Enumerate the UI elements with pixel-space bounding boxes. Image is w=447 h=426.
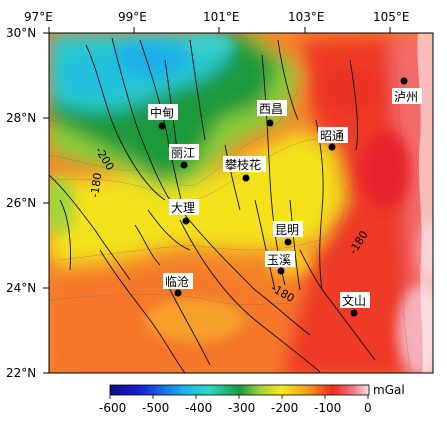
city-label: 泸州 xyxy=(394,90,418,104)
city-label: 玉溪 xyxy=(267,253,291,267)
colorbar-tick: -100 xyxy=(314,401,341,415)
city-luzhou: 泸州 xyxy=(392,77,422,104)
city-dot xyxy=(328,143,336,151)
city-xichang: 西昌 xyxy=(257,100,287,127)
city-yuxi: 玉溪 xyxy=(265,251,295,275)
city-wenshan: 文山 xyxy=(340,292,370,317)
colorbar-tick: -200 xyxy=(271,401,298,415)
city-dali: 大理 xyxy=(169,199,199,225)
city-dot xyxy=(158,122,166,130)
city-label: 文山 xyxy=(342,293,366,308)
city-markers: 中甸 丽江 大理 临沧 攀枝花 西昌 昭 xyxy=(148,77,422,317)
city-panzhihua: 攀枝花 xyxy=(223,156,266,182)
city-zhaotong: 昭通 xyxy=(318,127,348,151)
city-dot xyxy=(182,217,190,225)
city-label: 昆明 xyxy=(275,223,299,237)
colorbar-tick: 0 xyxy=(364,401,372,415)
lon-label: 101°E xyxy=(203,10,240,24)
city-dot xyxy=(277,267,285,275)
gravity-field xyxy=(49,33,433,373)
city-dot xyxy=(400,77,408,85)
colorbar-unit: mGal xyxy=(373,383,405,397)
colorbar-tick: -600 xyxy=(99,401,126,415)
colorbar-tick: -300 xyxy=(228,401,255,415)
longitude-labels: 97°E 99°E 101°E 103°E 105°E xyxy=(24,10,410,24)
lon-label: 99°E xyxy=(118,10,147,24)
city-dot xyxy=(350,309,358,317)
city-label: 中甸 xyxy=(150,105,174,120)
contour-label: -180 xyxy=(88,172,104,199)
lon-label: 103°E xyxy=(288,10,325,24)
colorbar-tick: -500 xyxy=(142,401,169,415)
city-dot xyxy=(266,119,274,127)
city-label: 昭通 xyxy=(320,129,344,143)
city-dot xyxy=(180,161,188,169)
city-label: 西昌 xyxy=(259,102,283,116)
city-dot xyxy=(284,238,292,246)
latitude-labels: 30°N 28°N 26°N 24°N 22°N xyxy=(6,26,36,380)
lat-label: 22°N xyxy=(6,366,36,380)
colorbar: -600 -500 -400 -300 -200 -100 0 mGal xyxy=(99,383,405,415)
city-dot xyxy=(174,289,182,297)
lat-label: 26°N xyxy=(6,196,36,210)
axis-ticks xyxy=(43,27,391,374)
city-label: 大理 xyxy=(171,201,195,215)
lon-label: 97°E xyxy=(24,10,53,24)
colorbar-ramp xyxy=(109,384,370,396)
city-dot xyxy=(242,174,250,182)
city-zhongdian: 中甸 xyxy=(148,104,178,130)
lat-label: 30°N xyxy=(6,26,36,40)
city-label: 攀枝花 xyxy=(225,157,261,172)
city-label: 丽江 xyxy=(171,146,195,160)
city-kunming: 昆明 xyxy=(273,221,303,246)
city-label: 临沧 xyxy=(165,274,189,289)
city-lijiang: 丽江 xyxy=(169,144,199,169)
colorbar-tick: -400 xyxy=(185,401,212,415)
lat-label: 24°N xyxy=(6,281,36,295)
lat-label: 28°N xyxy=(6,111,36,125)
lon-label: 105°E xyxy=(373,10,410,24)
city-lincang: 临沧 xyxy=(163,273,193,297)
